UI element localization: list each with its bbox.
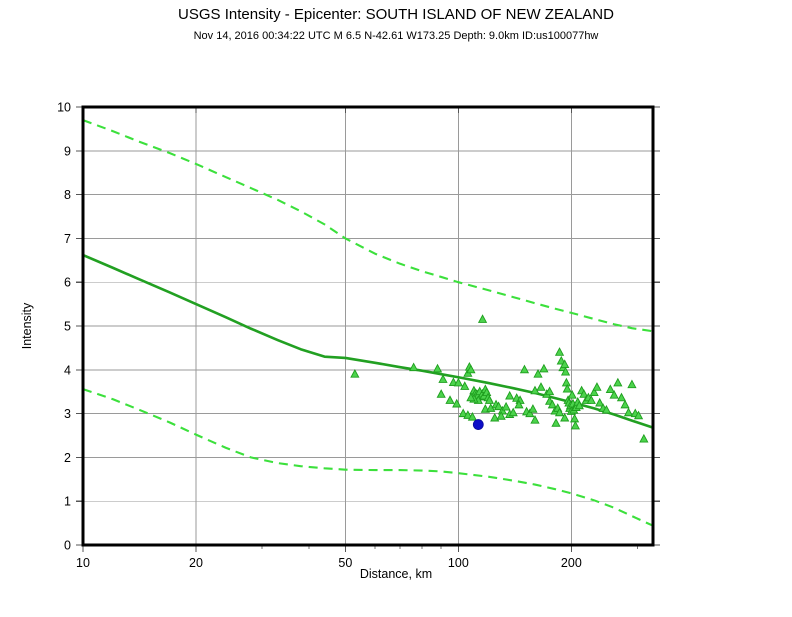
observation-triangle-marker: [570, 420, 581, 430]
observation-triangle-marker: [554, 347, 565, 356]
y-tick-label: 8: [64, 188, 71, 202]
observation-triangle-marker: [589, 387, 599, 397]
observation-triangle-marker: [528, 404, 538, 413]
x-tick-label: 50: [338, 556, 352, 570]
observation-triangle-marker: [484, 395, 495, 404]
observation-triangle-marker: [350, 369, 360, 378]
plot-frame: [81, 105, 655, 547]
y-axis-tick-labels: 0 1 2 3 4 5 6 7 8 9 10: [57, 101, 71, 553]
observation-triangle-marker: [477, 314, 488, 323]
observation-triangle-marker: [569, 413, 580, 423]
observation-triangle-marker: [639, 433, 649, 443]
observation-triangle-marker: [601, 404, 612, 414]
x-axis-label: Distance, km: [360, 567, 432, 581]
observation-triangle-marker: [616, 392, 627, 402]
observation-triangle-marker: [501, 401, 511, 411]
observation-triangle-marker: [592, 382, 602, 391]
y-tick-label: 6: [64, 276, 71, 290]
observation-triangle-marker: [560, 359, 570, 369]
curve-dashed: [82, 119, 654, 333]
y-tick-label: 9: [64, 144, 71, 158]
observation-triangle-marker: [579, 389, 589, 398]
observation-triangle-marker: [467, 411, 478, 421]
y-tick-label: 0: [64, 539, 71, 553]
observation-triangle-marker: [562, 383, 572, 393]
chart-title: USGS Intensity - Epicenter: SOUTH ISLAND…: [178, 6, 614, 23]
observation-triangle-marker: [627, 379, 637, 389]
observation-triangle-marker: [539, 363, 549, 373]
observation-triangle-marker: [463, 410, 473, 419]
y-axis-label: Intensity: [20, 302, 34, 349]
observation-triangle-marker: [536, 382, 546, 391]
observation-triangle-marker: [466, 392, 476, 402]
y-tick-label: 10: [57, 101, 71, 115]
observation-triangle-marker: [623, 407, 634, 417]
observation-triangle-marker: [547, 399, 557, 409]
observation-triangle-marker: [493, 401, 504, 411]
observation-triangle-marker: [595, 397, 605, 407]
predicted-point-marker: [472, 419, 484, 430]
x-tick-label: 200: [561, 556, 582, 570]
y-tick-label: 5: [64, 320, 71, 334]
observation-triangle-marker: [409, 362, 419, 372]
observation-triangle-marker: [560, 412, 570, 422]
y-tick-label: 2: [64, 451, 71, 465]
observation-triangle-marker: [496, 411, 506, 420]
y-tick-label: 7: [64, 232, 71, 246]
observation-triangle-marker: [508, 407, 518, 417]
observation-triangle-marker: [519, 364, 530, 374]
observation-markers: [350, 314, 649, 443]
observation-triangle-marker: [560, 366, 571, 376]
y-tick-label: 4: [64, 363, 71, 377]
observation-triangle-marker: [586, 395, 596, 404]
observation-triangle-marker: [445, 395, 455, 404]
observation-triangle-marker: [533, 369, 543, 378]
observation-triangle-marker: [452, 398, 462, 408]
observation-triangle-marker: [525, 408, 535, 418]
x-axis-tick-labels: 10 20 50 100 200: [76, 556, 582, 570]
predicted-point-circle-marker: [472, 419, 484, 430]
observation-triangle-marker: [609, 390, 619, 399]
observation-triangle-marker: [530, 415, 540, 424]
observation-triangle-marker: [605, 384, 615, 393]
observation-triangle-marker: [490, 412, 500, 422]
observation-triangle-marker: [551, 418, 561, 427]
observation-triangle-marker: [554, 407, 565, 417]
observation-triangle-marker: [613, 377, 623, 387]
y-tick-label: 1: [64, 495, 71, 509]
observation-triangle-marker: [458, 408, 468, 418]
observation-triangle-marker: [438, 374, 448, 383]
observation-triangle-marker: [633, 410, 644, 420]
grid-lines: [83, 107, 653, 545]
observation-triangle-marker: [567, 390, 577, 399]
observation-triangle-marker: [432, 363, 443, 373]
observation-triangle-marker: [505, 390, 515, 400]
x-tick-label: 10: [76, 556, 90, 570]
observation-triangle-marker: [436, 389, 446, 398]
chart-subtitle: Nov 14, 2016 00:34:22 UTC M 6.5 N-42.61 …: [194, 30, 599, 42]
observation-triangle-marker: [620, 399, 630, 409]
observation-triangle-marker: [460, 381, 470, 390]
x-tick-label: 100: [448, 556, 469, 570]
observation-triangle-marker: [453, 377, 463, 387]
observation-triangle-marker: [544, 386, 555, 396]
observation-triangle-marker: [466, 364, 476, 374]
y-tick-label: 3: [64, 407, 71, 421]
x-tick-label: 20: [189, 556, 203, 570]
observation-triangle-marker: [514, 399, 524, 409]
curve-dashed: [82, 388, 654, 527]
observation-triangle-marker: [574, 400, 584, 410]
